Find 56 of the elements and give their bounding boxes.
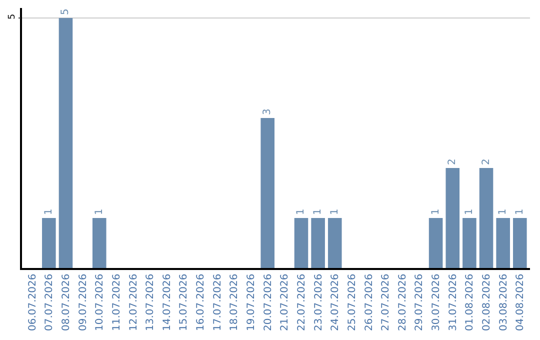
- bar: [42, 218, 56, 268]
- data-label: 1: [94, 208, 105, 215]
- data-label: 3: [262, 108, 274, 115]
- bar: [294, 218, 308, 268]
- x-tick-label: 06.07.2026: [27, 274, 38, 332]
- data-label: 1: [43, 208, 54, 215]
- bar: [428, 218, 443, 268]
- x-tick-label: 27.07.2026: [380, 274, 392, 332]
- bar: [462, 218, 476, 268]
- x-tick-label: 07.07.2026: [44, 274, 56, 332]
- bar: [446, 168, 460, 268]
- x-tick-label: 02.08.2026: [482, 274, 493, 332]
- x-tick-label: 19.07.2026: [246, 274, 258, 332]
- x-tick-label: 14.07.2026: [162, 274, 173, 332]
- bar: [479, 168, 494, 268]
- bar: [92, 218, 106, 268]
- data-label: 5: [60, 8, 72, 15]
- x-tick-label: 12.07.2026: [128, 274, 140, 332]
- x-tick-label: 09.07.2026: [78, 274, 89, 332]
- bar: [328, 218, 342, 268]
- data-label: 1: [514, 208, 526, 215]
- x-tick-label: 16.07.2026: [196, 274, 207, 332]
- bar: [311, 218, 325, 268]
- x-tick-label: 01.08.2026: [464, 274, 476, 332]
- x-tick-label: 11.07.2026: [111, 274, 122, 332]
- x-tick-label: 20.07.2026: [262, 274, 274, 332]
- x-tick-label: 22.07.2026: [296, 274, 308, 332]
- bar: [58, 18, 73, 268]
- bar: [260, 118, 274, 268]
- x-tick-label: 28.07.2026: [397, 274, 408, 332]
- x-tick-label: 21.07.2026: [280, 274, 291, 332]
- x-tick-label: 23.07.2026: [313, 274, 324, 332]
- x-tick-label: 18.07.2026: [229, 274, 240, 332]
- data-label: 1: [329, 208, 340, 215]
- x-tick-label: 31.07.2026: [448, 274, 459, 332]
- x-tick-label: 29.07.2026: [414, 274, 426, 332]
- bar: [513, 218, 527, 268]
- data-label: 1: [430, 208, 442, 215]
- x-tick-label: 17.07.2026: [212, 274, 224, 332]
- x-tick-label: 04.08.2026: [515, 274, 526, 332]
- data-label: 1: [312, 208, 324, 215]
- data-label: 2: [480, 158, 492, 165]
- x-tick-label: 13.07.2026: [145, 274, 156, 332]
- x-tick-label: 15.07.2026: [178, 274, 190, 332]
- data-label: 1: [498, 208, 509, 215]
- x-tick-label: 25.07.2026: [346, 274, 358, 332]
- data-label: 1: [464, 208, 475, 215]
- x-tick-label: 10.07.2026: [94, 274, 106, 332]
- data-label: 2: [447, 158, 458, 165]
- x-tick-label: 03.08.2026: [498, 274, 510, 332]
- x-tick-label: 26.07.2026: [364, 274, 375, 332]
- x-tick-label: 24.07.2026: [330, 274, 342, 332]
- x-tick-label: 30.07.2026: [431, 274, 442, 332]
- x-tick-label: 08.07.2026: [60, 274, 72, 332]
- bar: [496, 218, 510, 268]
- data-label: 1: [296, 208, 307, 215]
